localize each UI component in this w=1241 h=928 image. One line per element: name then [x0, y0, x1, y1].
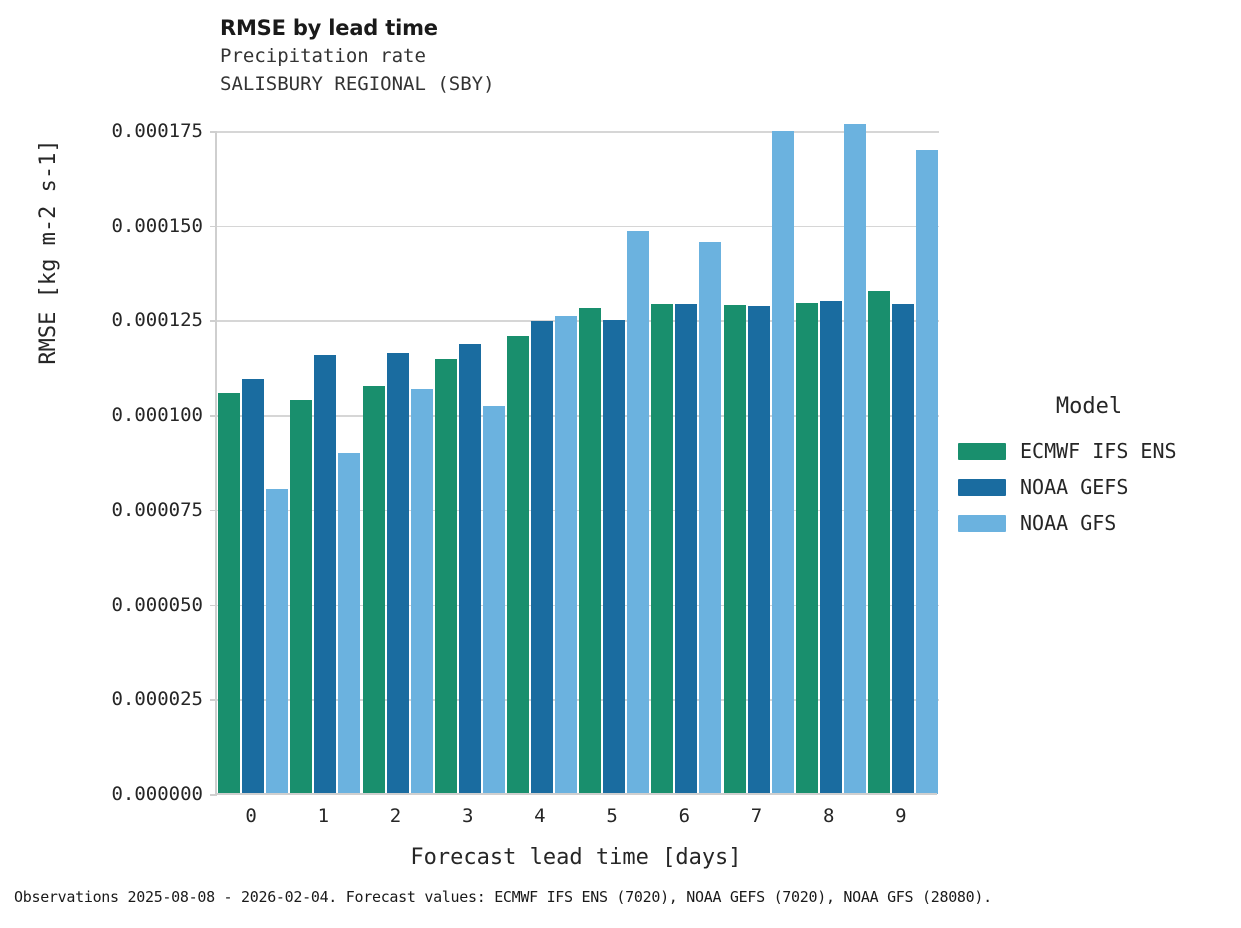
- bar: [290, 400, 313, 794]
- bar: [218, 393, 241, 794]
- plot-area: [210, 124, 939, 796]
- bar: [603, 319, 626, 794]
- bar: [915, 150, 938, 794]
- y-axis-tick-label: 0.000100: [111, 404, 203, 427]
- footer-note: Observations 2025-08-08 - 2026-02-04. Fo…: [14, 888, 992, 906]
- x-axis-tick-label: 7: [750, 805, 763, 827]
- y-axis-tick-labels: 0.000000 0.000025 0.000050 0.000075 0.000100…: [0, 0, 203, 928]
- y-axis-title: RMSE [kg m-2 s-1]: [36, 139, 61, 365]
- bar: [747, 306, 770, 794]
- gridline: [217, 225, 939, 228]
- chart-subtitle-station: SALISBURY REGIONAL (SBY): [220, 73, 495, 95]
- y-axis-tick-label: 0.000025: [111, 688, 203, 711]
- bar: [386, 353, 409, 794]
- legend-swatch-icon: [958, 514, 1006, 532]
- legend-rows: ECMWF IFS ENS NOAA GEFS NOAA GFS: [958, 433, 1233, 541]
- x-axis-tick-label: 1: [317, 805, 330, 827]
- x-axis-tick-label: 8: [822, 805, 835, 827]
- legend-swatch-icon: [958, 478, 1006, 496]
- bar: [843, 124, 866, 794]
- y-axis-tick-label: 0.000000: [111, 783, 203, 805]
- x-axis-tick-label: 6: [678, 805, 691, 827]
- x-axis-tick-label: 3: [461, 805, 474, 827]
- gridline: [217, 131, 939, 133]
- page-title: RMSE by lead time: [220, 16, 438, 40]
- y-axis-tick: [210, 509, 217, 512]
- x-axis-title: Forecast lead time [days]: [410, 845, 742, 870]
- bar: [482, 406, 505, 794]
- y-axis-tick: [210, 320, 217, 322]
- bar: [338, 453, 361, 794]
- title-block: RMSE by lead time Precipitation rate SAL…: [220, 14, 495, 98]
- y-axis-tick: [210, 415, 217, 417]
- y-axis-tick-label: 0.000150: [111, 214, 203, 237]
- bar: [627, 231, 650, 794]
- bar: [434, 359, 457, 794]
- bar: [266, 488, 289, 794]
- y-axis-tick: [210, 794, 217, 796]
- legend-item-label: NOAA GEFS: [1020, 475, 1129, 499]
- y-axis-tick-label: 0.000125: [111, 309, 203, 332]
- x-axis-tick-label: 9: [895, 805, 907, 827]
- y-axis-title-wrap: RMSE [kg m-2 s-1]: [36, 0, 88, 928]
- y-axis-tick: [210, 604, 217, 607]
- legend-item[interactable]: NOAA GFS: [958, 505, 1233, 541]
- bar: [819, 301, 842, 794]
- x-axis-tick-label: 2: [389, 805, 402, 827]
- bar: [867, 291, 890, 794]
- bar: [771, 131, 794, 794]
- y-axis-tick: [210, 699, 217, 701]
- y-axis-tick-label: 0.000050: [111, 593, 203, 616]
- chart-subtitle-variable: Precipitation rate: [220, 45, 426, 67]
- bars-layer: [217, 124, 939, 794]
- gridline: [217, 604, 939, 607]
- y-axis-tick: [210, 225, 217, 228]
- legend-item-label: NOAA GFS: [1020, 511, 1117, 535]
- legend: Model ECMWF IFS ENS NOAA GEFS NOAA GFS: [958, 394, 1233, 541]
- legend-title: Model: [1055, 394, 1123, 419]
- gridline: [217, 509, 939, 512]
- bar: [314, 354, 337, 794]
- y-axis-tick-label: 0.000175: [111, 120, 203, 142]
- y-axis-tick-label: 0.000075: [111, 498, 203, 521]
- bar: [891, 304, 914, 794]
- bar: [362, 385, 385, 794]
- bar: [506, 335, 529, 794]
- legend-item-label: ECMWF IFS ENS: [1020, 439, 1177, 463]
- bar: [651, 304, 674, 794]
- bar: [675, 304, 698, 794]
- bar: [579, 308, 602, 794]
- x-axis-tick-label: 0: [245, 805, 257, 827]
- y-axis-tick: [210, 131, 217, 133]
- bar: [410, 389, 433, 794]
- legend-swatch-icon: [958, 442, 1006, 460]
- legend-item[interactable]: ECMWF IFS ENS: [958, 433, 1233, 469]
- gridline: [217, 320, 939, 322]
- legend-item[interactable]: NOAA GEFS: [958, 469, 1233, 505]
- bar: [723, 305, 746, 794]
- x-axis-tick-label: 5: [606, 805, 618, 827]
- bar: [458, 344, 481, 794]
- x-axis-line: [215, 793, 937, 795]
- bar: [699, 241, 722, 794]
- bar: [242, 378, 265, 794]
- x-axis-tick-label: 4: [534, 805, 546, 827]
- gridline: [217, 415, 939, 417]
- bar: [795, 303, 818, 794]
- bar: [554, 316, 577, 794]
- bar: [530, 320, 553, 794]
- gridline: [217, 699, 939, 701]
